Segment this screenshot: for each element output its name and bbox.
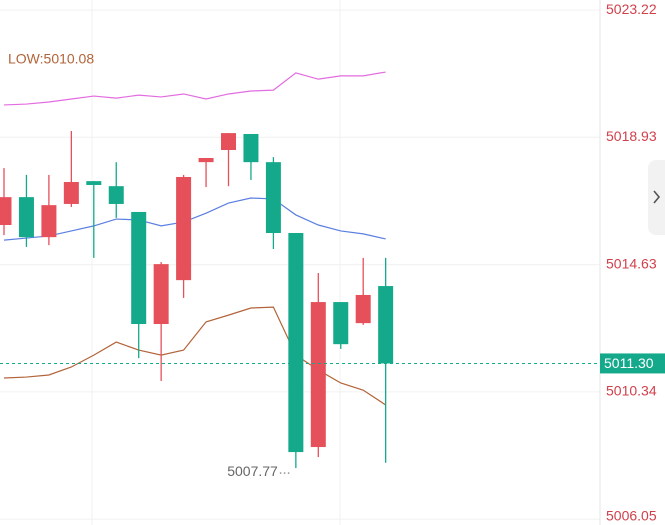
candle-body [86,181,102,185]
moving-average-line [3,197,386,241]
side-tab[interactable] [648,160,665,235]
y-tick-label: 5006.05 [606,508,657,524]
candle-body [310,302,326,448]
last-price-box [600,353,665,374]
y-tick-label: 5018.93 [606,128,657,144]
candle-body [333,302,349,345]
y-tick-label: 5010.34 [606,383,657,399]
moving-average-line [3,71,386,106]
chevron-icon[interactable] [653,190,661,204]
y-tick-label: 5023.22 [606,1,657,17]
candle-body [108,186,124,204]
candle-body [131,211,147,325]
low-annotation: 5007.77 [227,463,278,479]
candle-body [243,133,259,163]
candle-body [265,162,281,234]
candle-body [378,286,394,364]
candle-body [41,205,57,238]
side-tab-bg[interactable] [648,160,665,235]
candle-body [355,294,371,324]
moving-average-line [3,306,386,406]
candle-body [198,158,214,163]
candle-body [18,197,34,238]
indicator-label: LOW:5010.08 [8,51,94,67]
candle-body [63,182,79,204]
y-tick-label: 5014.63 [606,255,657,271]
candle-body [221,133,236,150]
candle-body [153,264,169,325]
candle-body [0,197,12,225]
candle-body [288,233,304,453]
last-price-label: 5011.30 [604,355,654,371]
candle-body [176,176,192,281]
